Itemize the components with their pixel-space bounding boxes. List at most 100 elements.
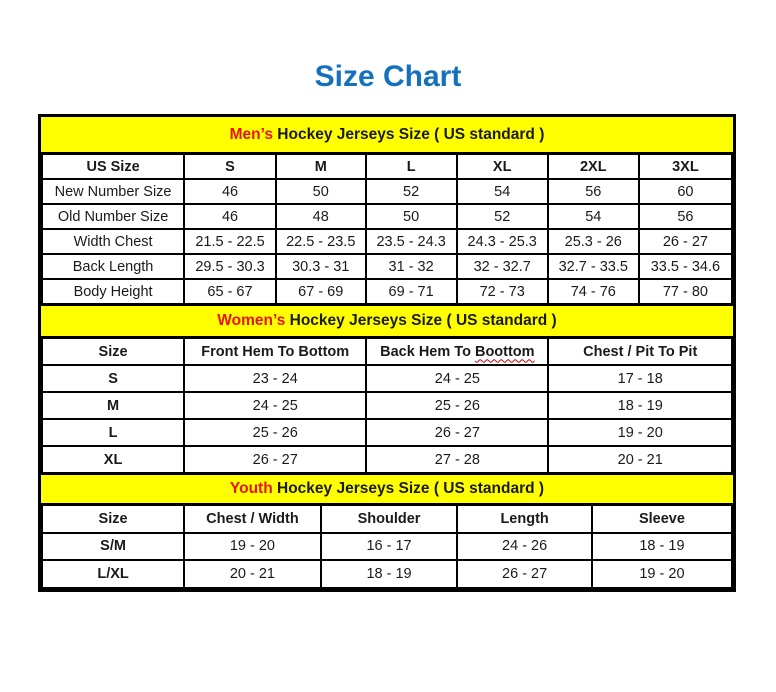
- column-header: M: [274, 153, 367, 180]
- table-cell: 50: [274, 178, 367, 205]
- section-womens: Women’s Hockey Jerseys Size ( US standar…: [40, 305, 733, 474]
- table-cell: 74 - 76: [546, 278, 640, 305]
- column-header: Chest / Pit To Pit: [547, 337, 733, 366]
- column-header: Length: [456, 504, 593, 534]
- table-cell: 27 - 28: [365, 445, 550, 474]
- spellcheck-wavy-word: Boottom: [474, 343, 535, 360]
- page-title: Size Chart: [314, 60, 462, 93]
- table-cell: 25.3 - 26: [546, 228, 640, 255]
- column-header: 2XL: [546, 153, 640, 180]
- table-cell: 65 - 67: [183, 278, 277, 305]
- table-cell: 24.3 - 25.3: [455, 228, 549, 255]
- table-cell: 54: [455, 178, 549, 205]
- table-row: Body Height 65 - 67 67 - 69 69 - 71 72 - 73 7…: [40, 278, 734, 305]
- banner-text: Hockey Jerseys Size ( US standard ): [272, 125, 545, 143]
- banner-text: Hockey Jerseys Size ( US standard ): [285, 312, 557, 329]
- table-row: New Number Size 46 50 52 54 56 60: [40, 178, 734, 205]
- table-cell: 77 - 80: [637, 278, 734, 305]
- table-cell: 54: [546, 203, 640, 230]
- table-cell: 29.5 - 30.3: [183, 253, 277, 280]
- column-header: Shoulder: [319, 504, 459, 534]
- column-header: Size: [40, 337, 186, 366]
- table-row: S/M 19 - 20 16 - 17 24 - 26 18 - 19: [40, 531, 734, 561]
- column-header: Sleeve: [590, 504, 734, 534]
- row-label: Body Height: [40, 278, 186, 305]
- table-cell: 25 - 26: [183, 418, 368, 447]
- table-cell: 46: [183, 178, 277, 205]
- banner-highlight: Men’s: [229, 125, 273, 143]
- table-row: Back Length 29.5 - 30.3 30.3 - 31 31 - 32 32…: [40, 253, 734, 280]
- table-row: XL 26 - 27 27 - 28 20 - 21: [40, 445, 733, 474]
- table-row: Old Number Size 46 48 50 52 54 56: [40, 203, 734, 230]
- table-cell: 24 - 25: [365, 364, 550, 393]
- table-cell: 25 - 26: [365, 391, 550, 420]
- table-cell: 52: [455, 203, 549, 230]
- table-cell: 19 - 20: [590, 559, 734, 589]
- table-cell: 72 - 73: [455, 278, 549, 305]
- column-header: Back Hem To Boottom: [365, 337, 550, 366]
- table-cell: 20 - 21: [547, 445, 733, 474]
- header-row: Size Chest / Width Shoulder Length Sleeve: [40, 504, 734, 534]
- table-cell: 23 - 24: [183, 364, 368, 393]
- row-label: S/M: [40, 531, 186, 561]
- youth-section-banner: Youth Hockey Jerseys Size ( US standard …: [41, 474, 733, 504]
- youth-size-table: Size Chest / Width Shoulder Length Sleeve S/M…: [40, 504, 734, 589]
- mens-size-table: US Size S M L XL 2XL 3XL New Number Size 46 50 52 5…: [40, 153, 734, 305]
- row-label: L/XL: [40, 559, 186, 589]
- header-row: Size Front Hem To Bottom Back Hem To Boott…: [40, 337, 733, 366]
- column-header: US Size: [40, 153, 186, 180]
- table-cell: 24 - 26: [456, 531, 593, 561]
- table-cell: 20 - 21: [183, 559, 322, 589]
- column-header: Chest / Width: [183, 504, 322, 534]
- table-cell: 24 - 25: [183, 391, 368, 420]
- banner-highlight: Youth: [229, 480, 273, 497]
- row-label: M: [40, 391, 186, 420]
- table-row: L 25 - 26 26 - 27 19 - 20: [40, 418, 733, 447]
- table-row: S 23 - 24 24 - 25 17 - 18: [40, 364, 733, 393]
- column-header: Size: [40, 504, 186, 534]
- table-cell: 46: [183, 203, 277, 230]
- table-cell: 32.7 - 33.5: [546, 253, 640, 280]
- table-cell: 50: [364, 203, 458, 230]
- table-cell: 19 - 20: [183, 531, 322, 561]
- section-mens: Men’s Hockey Jerseys Size ( US standard …: [40, 117, 734, 305]
- table-cell: 23.5 - 24.3: [364, 228, 458, 255]
- table-cell: 21.5 - 22.5: [183, 228, 277, 255]
- mens-section-banner: Men’s Hockey Jerseys Size ( US standard …: [41, 117, 733, 153]
- table-cell: 19 - 20: [547, 418, 733, 447]
- row-label: L: [40, 418, 186, 447]
- table-cell: 56: [637, 203, 734, 230]
- womens-section-banner: Women’s Hockey Jerseys Size ( US standar…: [41, 305, 733, 337]
- table-cell: 52: [364, 178, 458, 205]
- row-label: Width Chest: [40, 228, 186, 255]
- table-cell: 33.5 - 34.6: [637, 253, 734, 280]
- row-label: Back Length: [40, 253, 186, 280]
- row-label: S: [40, 364, 186, 393]
- table-cell: 22.5 - 23.5: [274, 228, 367, 255]
- table-cell: 18 - 19: [319, 559, 459, 589]
- table-row: Width Chest 21.5 - 22.5 22.5 - 23.5 23.5 - …: [40, 228, 734, 255]
- column-header: Front Hem To Bottom: [183, 337, 368, 366]
- section-youth: Youth Hockey Jerseys Size ( US standard …: [40, 474, 734, 589]
- column-header: XL: [455, 153, 549, 180]
- column-header: S: [183, 153, 277, 180]
- table-cell: 31 - 32: [364, 253, 458, 280]
- table-cell: 60: [637, 178, 734, 205]
- table-cell: 26 - 27: [637, 228, 734, 255]
- table-cell: 26 - 27: [183, 445, 368, 474]
- table-cell: 16 - 17: [319, 531, 459, 561]
- row-label: Old Number Size: [40, 203, 186, 230]
- size-chart: Men’s Hockey Jerseys Size ( US standard …: [38, 114, 736, 592]
- table-cell: 18 - 19: [590, 531, 734, 561]
- table-cell: 67 - 69: [274, 278, 367, 305]
- table-cell: 32 - 32.7: [455, 253, 549, 280]
- row-label: New Number Size: [40, 178, 186, 205]
- table-cell: 30.3 - 31: [274, 253, 367, 280]
- womens-size-table: Size Front Hem To Bottom Back Hem To Boott…: [40, 337, 733, 474]
- table-cell: 48: [274, 203, 367, 230]
- banner-highlight: Women’s: [217, 312, 286, 329]
- table-row: L/XL 20 - 21 18 - 19 26 - 27 19 - 20: [40, 559, 734, 589]
- header-row: US Size S M L XL 2XL 3XL: [40, 153, 734, 180]
- table-cell: 56: [546, 178, 640, 205]
- table-cell: 69 - 71: [364, 278, 458, 305]
